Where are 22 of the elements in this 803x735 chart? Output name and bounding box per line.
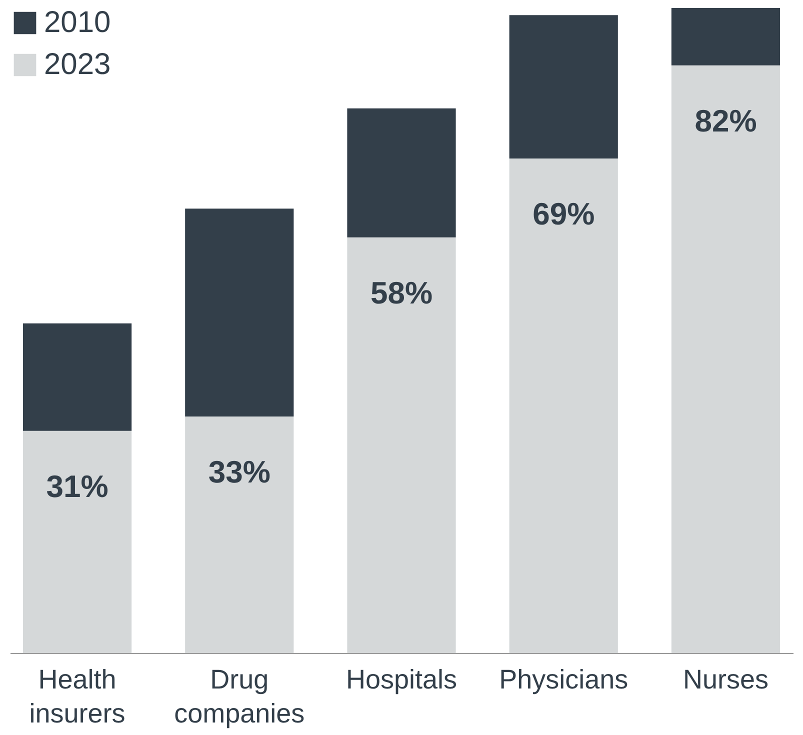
legend-label: 2010 [44, 6, 111, 39]
data-label: 82% [694, 103, 757, 138]
bar [22, 323, 132, 431]
data-label: 58% [370, 275, 433, 310]
data-label: 69% [532, 196, 595, 232]
bar [509, 15, 618, 158]
legend-label: 2023 [44, 48, 111, 81]
bar [347, 237, 456, 653]
bar [509, 158, 618, 653]
bar [22, 430, 132, 653]
x-tick-label: Hospitals [346, 664, 458, 694]
bar [671, 8, 780, 66]
bar [671, 65, 780, 653]
bar [185, 416, 294, 653]
x-tick-label: Health insurers [29, 664, 126, 728]
bar [185, 208, 294, 416]
data-label: 33% [208, 454, 270, 490]
data-label: 31% [46, 468, 108, 504]
x-tick-label: Drug companies [174, 664, 305, 728]
x-tick-label: Nurses [682, 664, 768, 694]
bar [347, 108, 456, 238]
x-tick-label: Physicians [499, 664, 628, 694]
